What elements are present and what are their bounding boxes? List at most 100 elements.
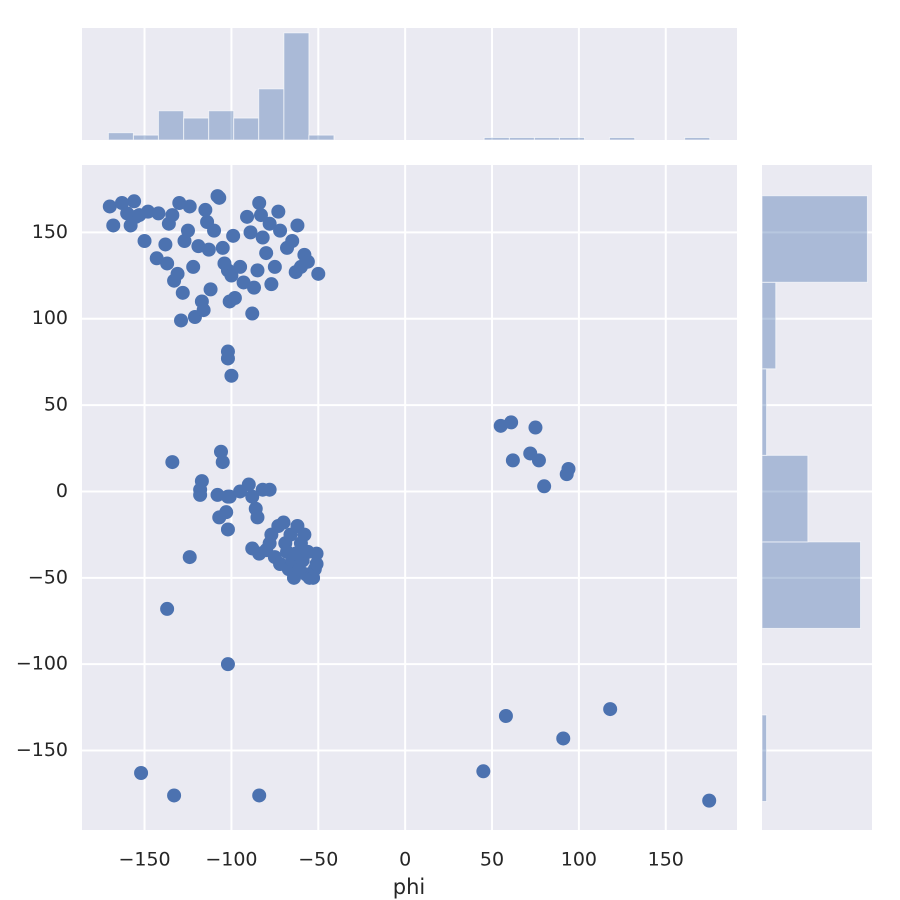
- scatter-point: [561, 462, 576, 476]
- scatter-point: [252, 788, 267, 803]
- scatter-point: [222, 489, 237, 504]
- scatter-point: [241, 477, 256, 492]
- y-tick-label: −100: [16, 653, 68, 675]
- histogram-bar: [761, 195, 868, 283]
- y-tick-label: 50: [44, 394, 68, 416]
- scatter-point: [160, 256, 175, 271]
- scatter-point: [498, 709, 513, 723]
- scatter-point: [290, 218, 305, 233]
- scatter-point: [505, 453, 520, 468]
- scatter-point: [193, 487, 208, 502]
- x-tick-label: 50: [480, 849, 504, 871]
- histogram-bar: [558, 137, 585, 141]
- scatter-point: [262, 482, 277, 497]
- scatter-point: [186, 259, 201, 274]
- scatter-point: [271, 204, 286, 219]
- scatter-point: [285, 234, 300, 248]
- scatter-point: [212, 190, 227, 205]
- scatter-point: [224, 268, 239, 283]
- x-tick-label: −100: [205, 849, 257, 871]
- scatter-point: [702, 793, 717, 808]
- scatter-point: [247, 280, 262, 295]
- scatter-point: [297, 527, 312, 542]
- histogram-bar: [258, 88, 285, 141]
- scatter-point: [158, 237, 173, 252]
- scatter-point: [528, 420, 543, 435]
- histogram-bar: [684, 137, 711, 141]
- scatter-point: [309, 546, 324, 561]
- scatter-point: [207, 223, 222, 238]
- histogram-bar: [761, 281, 777, 370]
- scatter-point: [170, 266, 185, 281]
- scatter-point: [252, 196, 267, 210]
- histogram-bar: [132, 134, 159, 141]
- scatter-point: [250, 510, 265, 525]
- scatter-point: [127, 194, 142, 209]
- histogram-bar: [233, 117, 260, 141]
- scatter-point: [182, 550, 197, 565]
- scatter-point: [267, 259, 282, 274]
- scatter-point: [203, 282, 218, 297]
- scatter-point: [264, 277, 279, 292]
- scatter-point: [149, 251, 164, 266]
- y-tick-label: 100: [32, 307, 68, 329]
- histogram-bar: [761, 368, 768, 456]
- scatter-point: [224, 368, 239, 383]
- scatter-point: [151, 206, 166, 221]
- scatter-point: [245, 489, 260, 504]
- scatter-point: [476, 764, 491, 779]
- scatter-point: [165, 455, 180, 470]
- scatter-point: [255, 230, 270, 245]
- scatter-point: [531, 453, 546, 468]
- scatter-point: [504, 415, 519, 430]
- y-tick-label: −150: [16, 739, 68, 761]
- scatter-point: [160, 601, 175, 616]
- scatter-point: [198, 202, 213, 217]
- scatter-point: [134, 766, 149, 780]
- histogram-bar: [183, 117, 210, 141]
- scatter-point: [213, 444, 228, 459]
- histogram-bar: [508, 137, 535, 141]
- scatter-point: [174, 313, 189, 328]
- histogram-bar: [761, 714, 768, 802]
- scatter-point: [309, 557, 324, 571]
- histogram-bar: [533, 137, 560, 141]
- scatter-point: [210, 487, 225, 502]
- histogram-bar: [283, 32, 310, 141]
- scatter-point: [253, 208, 268, 223]
- histogram-bar: [107, 132, 134, 141]
- scatter-point: [102, 199, 117, 214]
- y-tick-label: 150: [32, 221, 68, 243]
- main-axes-bg: [82, 165, 737, 830]
- scatter-point: [137, 234, 152, 248]
- scatter-point: [180, 223, 195, 238]
- histogram-bar: [608, 137, 636, 141]
- scatter-point: [175, 285, 190, 300]
- scatter-point: [300, 254, 315, 269]
- x-tick-label: 0: [399, 849, 411, 871]
- y-tick-label: 0: [56, 480, 68, 502]
- histogram-bar: [761, 454, 809, 543]
- x-tick-label: 100: [561, 849, 597, 871]
- histogram-bar: [208, 110, 235, 141]
- scatter-point: [196, 303, 211, 318]
- y-tick-label: −50: [28, 566, 68, 588]
- scatter-point: [182, 199, 197, 214]
- scatter-point: [233, 259, 248, 274]
- scatter-point: [276, 515, 291, 530]
- scatter-point: [226, 228, 241, 243]
- scatter-point: [243, 225, 258, 240]
- scatter-point: [556, 731, 571, 746]
- scatter-point: [215, 240, 230, 255]
- scatter-point: [165, 208, 180, 223]
- histogram-bar: [761, 541, 862, 629]
- histogram-bar: [483, 137, 510, 141]
- scatter-point: [245, 306, 260, 321]
- scatter-point: [603, 702, 618, 717]
- scatter-point: [215, 455, 230, 470]
- scatter-point: [220, 522, 235, 537]
- scatter-point: [240, 209, 255, 224]
- histogram-bar: [308, 134, 335, 141]
- scatter-point: [537, 479, 552, 494]
